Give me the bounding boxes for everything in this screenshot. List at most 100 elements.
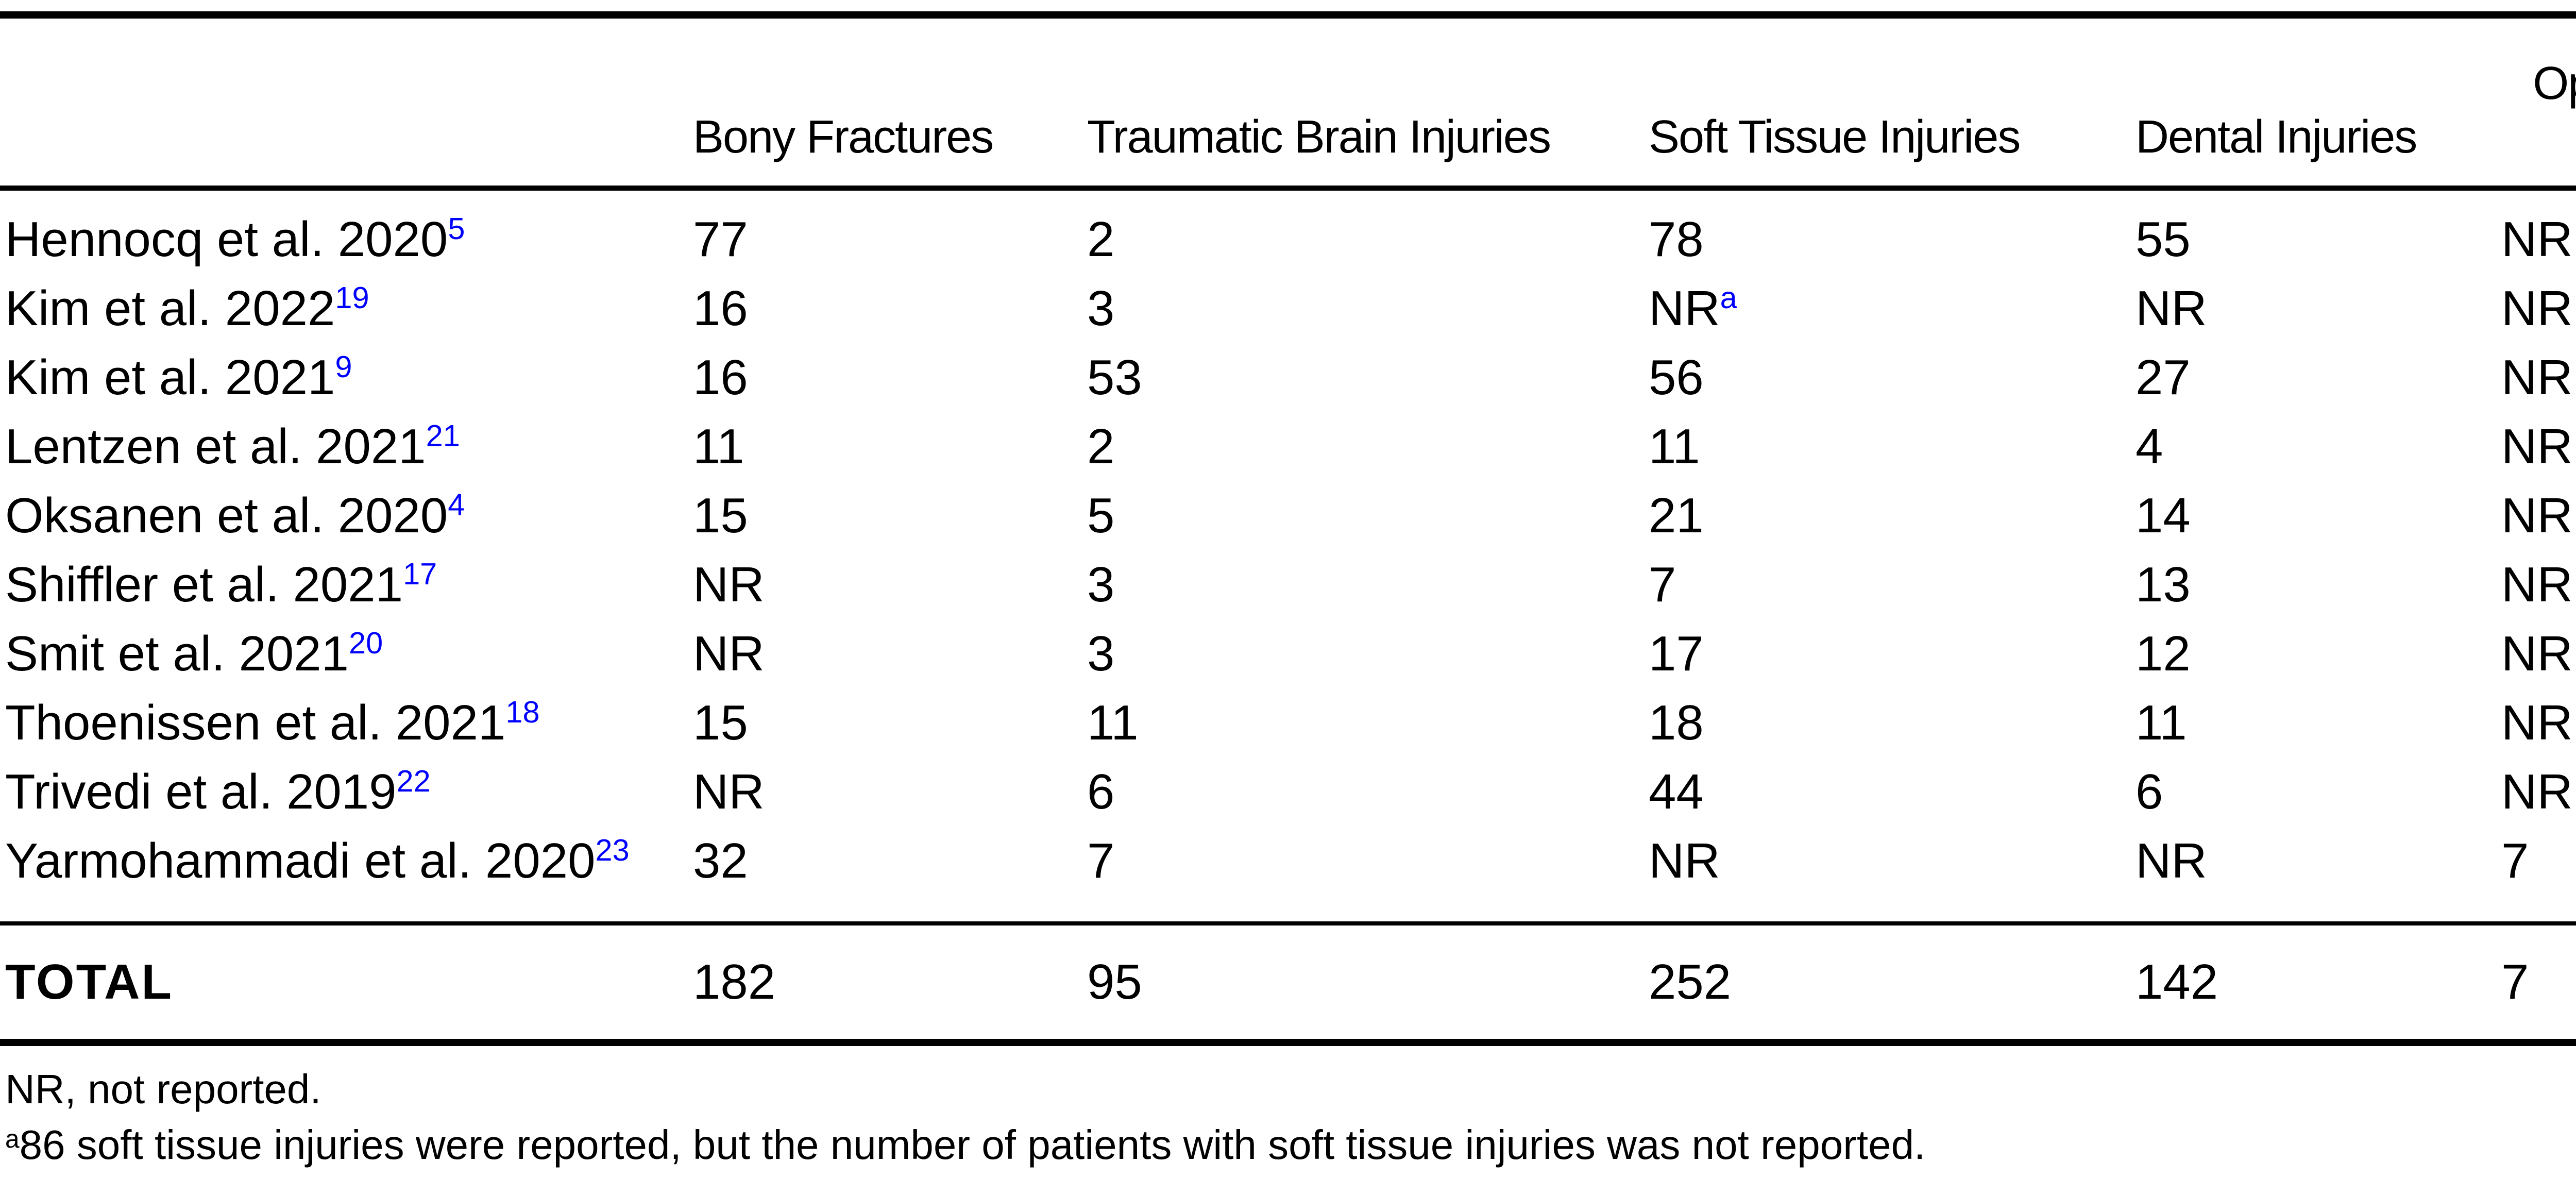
soft-tissue-number: 44 <box>1649 764 1704 819</box>
footnote-a-marker: a <box>5 1124 20 1153</box>
ophthalmological-injuries-value: NR <box>2501 626 2573 681</box>
traumatic-brain-injuries-value: 2 <box>1087 212 1115 267</box>
citation-ref[interactable]: 21 <box>426 418 460 453</box>
header-traumatic-brain-injuries: Traumatic Brain Injuries <box>1087 111 1551 163</box>
citation-ref[interactable]: 4 <box>448 487 465 523</box>
total-bony-fractures: 182 <box>693 954 776 1009</box>
ophthalmological-injuries-value: NR <box>2501 557 2573 612</box>
ophthalmological-injuries-value: NR <box>2501 695 2573 750</box>
ophthalmological-injuries-value: NR <box>2501 764 2573 819</box>
traumatic-brain-injuries-value: 2 <box>1087 419 1115 474</box>
soft-tissue-injuries-value: 21 <box>1649 487 2136 544</box>
table-top-rule <box>0 11 2576 19</box>
soft-tissue-injuries-value: 18 <box>1649 695 2136 751</box>
citation-ref[interactable]: 9 <box>335 349 352 384</box>
dental-injuries-value: 4 <box>2136 419 2163 474</box>
citation-ref[interactable]: 19 <box>335 280 369 315</box>
soft-tissue-number: 17 <box>1649 626 1704 681</box>
bony-fractures-value: 11 <box>693 419 744 474</box>
study-label: Kim et al. 2022 <box>5 281 335 336</box>
study-name: Hennocq et al. 20205 <box>0 211 693 268</box>
citation-ref[interactable]: 22 <box>396 764 431 799</box>
study-name: Kim et al. 202219 <box>0 280 693 337</box>
study-name: Smit et al. 202120 <box>0 626 693 682</box>
table-body: Hennocq et al. 20205 77 2 78 55 NR Kim e… <box>0 191 2576 896</box>
soft-tissue-number: 21 <box>1649 488 1704 543</box>
soft-tissue-injuries-value: 7 <box>1649 557 2136 613</box>
bony-fractures-value: NR <box>693 557 765 612</box>
header-soft-tissue-injuries: Soft Tissue Injuries <box>1649 111 2021 163</box>
citation-ref[interactable]: 17 <box>403 557 437 592</box>
study-label: Oksanen et al. 2020 <box>5 488 448 543</box>
study-name: Kim et al. 20219 <box>0 349 693 406</box>
footnote-a: a86 soft tissue injuries were reported, … <box>5 1117 2576 1178</box>
citation-ref[interactable]: 20 <box>349 626 383 661</box>
soft-tissue-injuries-value: 78 <box>1649 211 2136 268</box>
footnote-a-text: 86 soft tissue injuries were reported, b… <box>19 1122 1926 1168</box>
traumatic-brain-injuries-value: 3 <box>1087 281 1115 336</box>
total-soft-tissue-injuries: 252 <box>1649 954 1732 1009</box>
traumatic-brain-injuries-value: 6 <box>1087 764 1115 819</box>
table-header-row: Bony Fractures Traumatic Brain Injuries … <box>0 19 2576 186</box>
table-row: Lentzen et al. 202121 11 2 11 4 NR <box>0 412 2576 481</box>
dental-injuries-value: 55 <box>2136 212 2191 267</box>
study-label: Trivedi et al. 2019 <box>5 764 397 819</box>
header-rule <box>0 186 2576 191</box>
citation-ref[interactable]: 5 <box>448 211 465 246</box>
soft-tissue-injuries-value: NR <box>1649 833 2136 889</box>
total-ophthalmological-injuries: 7 <box>2501 954 2529 1009</box>
soft-tissue-number: 11 <box>1649 419 1700 474</box>
total-separator-rule <box>0 921 2576 925</box>
header-ophthalmological-injuries: Ophthalmological Injuries <box>2501 57 2576 186</box>
bony-fractures-value: 15 <box>693 695 748 750</box>
study-name: Lentzen et al. 202121 <box>0 418 693 475</box>
ophthalmological-injuries-value: NR <box>2501 281 2573 336</box>
soft-tissue-number: 18 <box>1649 695 1704 750</box>
dental-injuries-value: 12 <box>2136 626 2191 681</box>
study-name: Yarmohammadi et al. 202023 <box>0 833 693 889</box>
citation-ref[interactable]: 18 <box>505 695 540 730</box>
dental-injuries-value: NR <box>2136 833 2207 888</box>
study-label: Kim et al. 2021 <box>5 350 335 405</box>
footnote-nr: NR, not reported. <box>5 1066 321 1112</box>
soft-tissue-number: 78 <box>1649 212 1704 267</box>
soft-tissue-injuries-value: 56 <box>1649 349 2136 406</box>
dental-injuries-value: 13 <box>2136 557 2191 612</box>
bony-fractures-value: NR <box>693 764 765 819</box>
citation-ref[interactable]: 23 <box>595 833 630 868</box>
traumatic-brain-injuries-value: 53 <box>1087 350 1142 405</box>
ophthalmological-injuries-value: NR <box>2501 419 2573 474</box>
dental-injuries-value: 27 <box>2136 350 2191 405</box>
table-row: Shiffler et al. 202117 NR 3 7 13 NR <box>0 550 2576 619</box>
traumatic-brain-injuries-value: 3 <box>1087 626 1115 681</box>
study-label: Smit et al. 2021 <box>5 626 349 681</box>
ophthalmological-injuries-value: NR <box>2501 488 2573 543</box>
dental-injuries-value: 6 <box>2136 764 2163 819</box>
study-name: Oksanen et al. 20204 <box>0 487 693 544</box>
table-footnotes: NR, not reported. a86 soft tissue injuri… <box>0 1046 2576 1178</box>
traumatic-brain-injuries-value: 7 <box>1087 833 1115 888</box>
soft-tissue-number: NR <box>1649 281 1720 336</box>
table-bottom-rule <box>0 1039 2576 1046</box>
study-label: Lentzen et al. 2021 <box>5 419 426 474</box>
traumatic-brain-injuries-value: 11 <box>1087 695 1139 750</box>
dental-injuries-value: 14 <box>2136 488 2191 543</box>
header-study <box>0 164 693 186</box>
study-name: Trivedi et al. 201922 <box>0 764 693 820</box>
table-row: Oksanen et al. 20204 15 5 21 14 NR <box>0 481 2576 550</box>
study-name: Thoenissen et al. 202118 <box>0 695 693 751</box>
study-label: Hennocq et al. 2020 <box>5 212 448 267</box>
traumatic-brain-injuries-value: 3 <box>1087 557 1115 612</box>
total-label: TOTAL <box>5 954 174 1009</box>
soft-tissue-injuries-value: 17 <box>1649 626 2136 682</box>
total-dental-injuries: 142 <box>2136 954 2218 1009</box>
table-row: Smit et al. 202120 NR 3 17 12 NR <box>0 619 2576 688</box>
table-row: Thoenissen et al. 202118 15 11 18 11 NR <box>0 688 2576 758</box>
traumatic-brain-injuries-value: 5 <box>1087 488 1115 543</box>
dental-injuries-value: NR <box>2136 281 2207 336</box>
bony-fractures-value: 16 <box>693 350 748 405</box>
soft-tissue-injuries-value: 11 <box>1649 418 2136 475</box>
soft-tissue-number: NR <box>1649 833 1720 888</box>
bony-fractures-value: NR <box>693 626 765 681</box>
